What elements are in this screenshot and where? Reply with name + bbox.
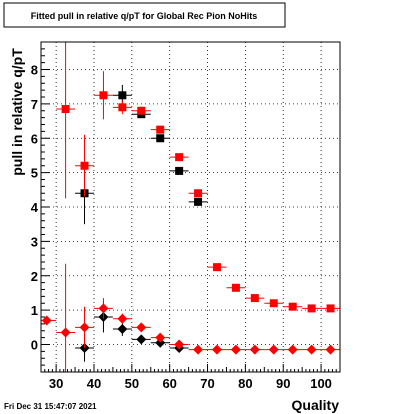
data-point-square: [194, 189, 203, 198]
data-point-diamond: [155, 332, 166, 343]
data-point-square: [212, 263, 221, 272]
data-point-square: [269, 299, 278, 308]
y-axis-title: pull in relative q/pT: [9, 48, 25, 176]
x-tick-label: 60: [162, 376, 176, 391]
data-point-diamond: [136, 322, 147, 333]
data-point-diamond: [41, 315, 52, 326]
y-tick-label: 2: [31, 269, 38, 284]
data-point-diamond: [79, 322, 90, 333]
data-point-square: [118, 103, 127, 112]
tick-label-layer: 30 40 50 60 70 80 90 100 0 1 2 3 4 5 6 7 8: [31, 63, 332, 392]
y-tick-label: 8: [31, 63, 38, 78]
y-tick-label: 6: [31, 131, 38, 146]
data-point-diamond: [287, 344, 298, 355]
y-tick-label: 5: [31, 166, 38, 181]
data-point-square: [61, 105, 70, 114]
data-point-square: [156, 134, 165, 143]
series-2: [56, 42, 340, 313]
data-point-diamond: [98, 303, 109, 314]
x-tick-label: 30: [49, 376, 63, 391]
data-point-diamond: [136, 334, 147, 345]
data-point-square: [194, 197, 203, 206]
data-point-diamond: [306, 344, 317, 355]
data-point-square: [156, 125, 165, 134]
x-tick-label: 100: [310, 376, 332, 391]
title-box: [3, 2, 286, 28]
marks-layer: [41, 42, 340, 372]
data-point-diamond: [117, 324, 128, 335]
data-point-square: [307, 304, 316, 313]
data-point-square: [231, 283, 240, 292]
data-point-diamond: [60, 327, 71, 338]
chart-title: Fitted pull in relative q/pT for Global …: [31, 11, 258, 21]
data-point-diamond: [268, 344, 279, 355]
data-point-diamond: [249, 344, 260, 355]
data-point-diamond: [211, 344, 222, 355]
y-tick-label: 0: [31, 338, 38, 353]
data-point-square: [80, 161, 89, 170]
data-point-diamond: [325, 344, 336, 355]
data-point-square: [250, 294, 259, 303]
y-tick-label: 1: [31, 303, 38, 318]
data-point-diamond: [230, 344, 241, 355]
data-point-square: [175, 166, 184, 175]
data-point-square: [175, 153, 184, 162]
x-tick-label: 80: [238, 376, 252, 391]
x-tick-label: 50: [125, 376, 139, 391]
data-point-diamond: [193, 344, 204, 355]
x-tick-label: 90: [276, 376, 290, 391]
data-point-diamond: [155, 337, 166, 348]
series-4: [41, 263, 340, 372]
x-axis-title: Quality: [292, 397, 340, 413]
y-tick-label: 4: [31, 200, 39, 215]
data-point-square: [137, 106, 146, 115]
data-point-square: [99, 91, 108, 100]
data-point-square: [288, 302, 297, 311]
plot-frame: [40, 41, 341, 373]
data-point-square: [326, 304, 335, 313]
data-point-diamond: [117, 313, 128, 324]
y-tick-label: 3: [31, 234, 38, 249]
grid-layer: [41, 42, 340, 372]
y-tick-label: 7: [31, 97, 38, 112]
series-1: [75, 84, 208, 225]
x-tick-label: 40: [87, 376, 101, 391]
data-point-square: [118, 91, 127, 100]
x-tick-label: 70: [200, 376, 214, 391]
footer-timestamp: Fri Dec 31 15:47:07 2021: [4, 402, 97, 411]
data-point-diamond: [174, 339, 185, 350]
